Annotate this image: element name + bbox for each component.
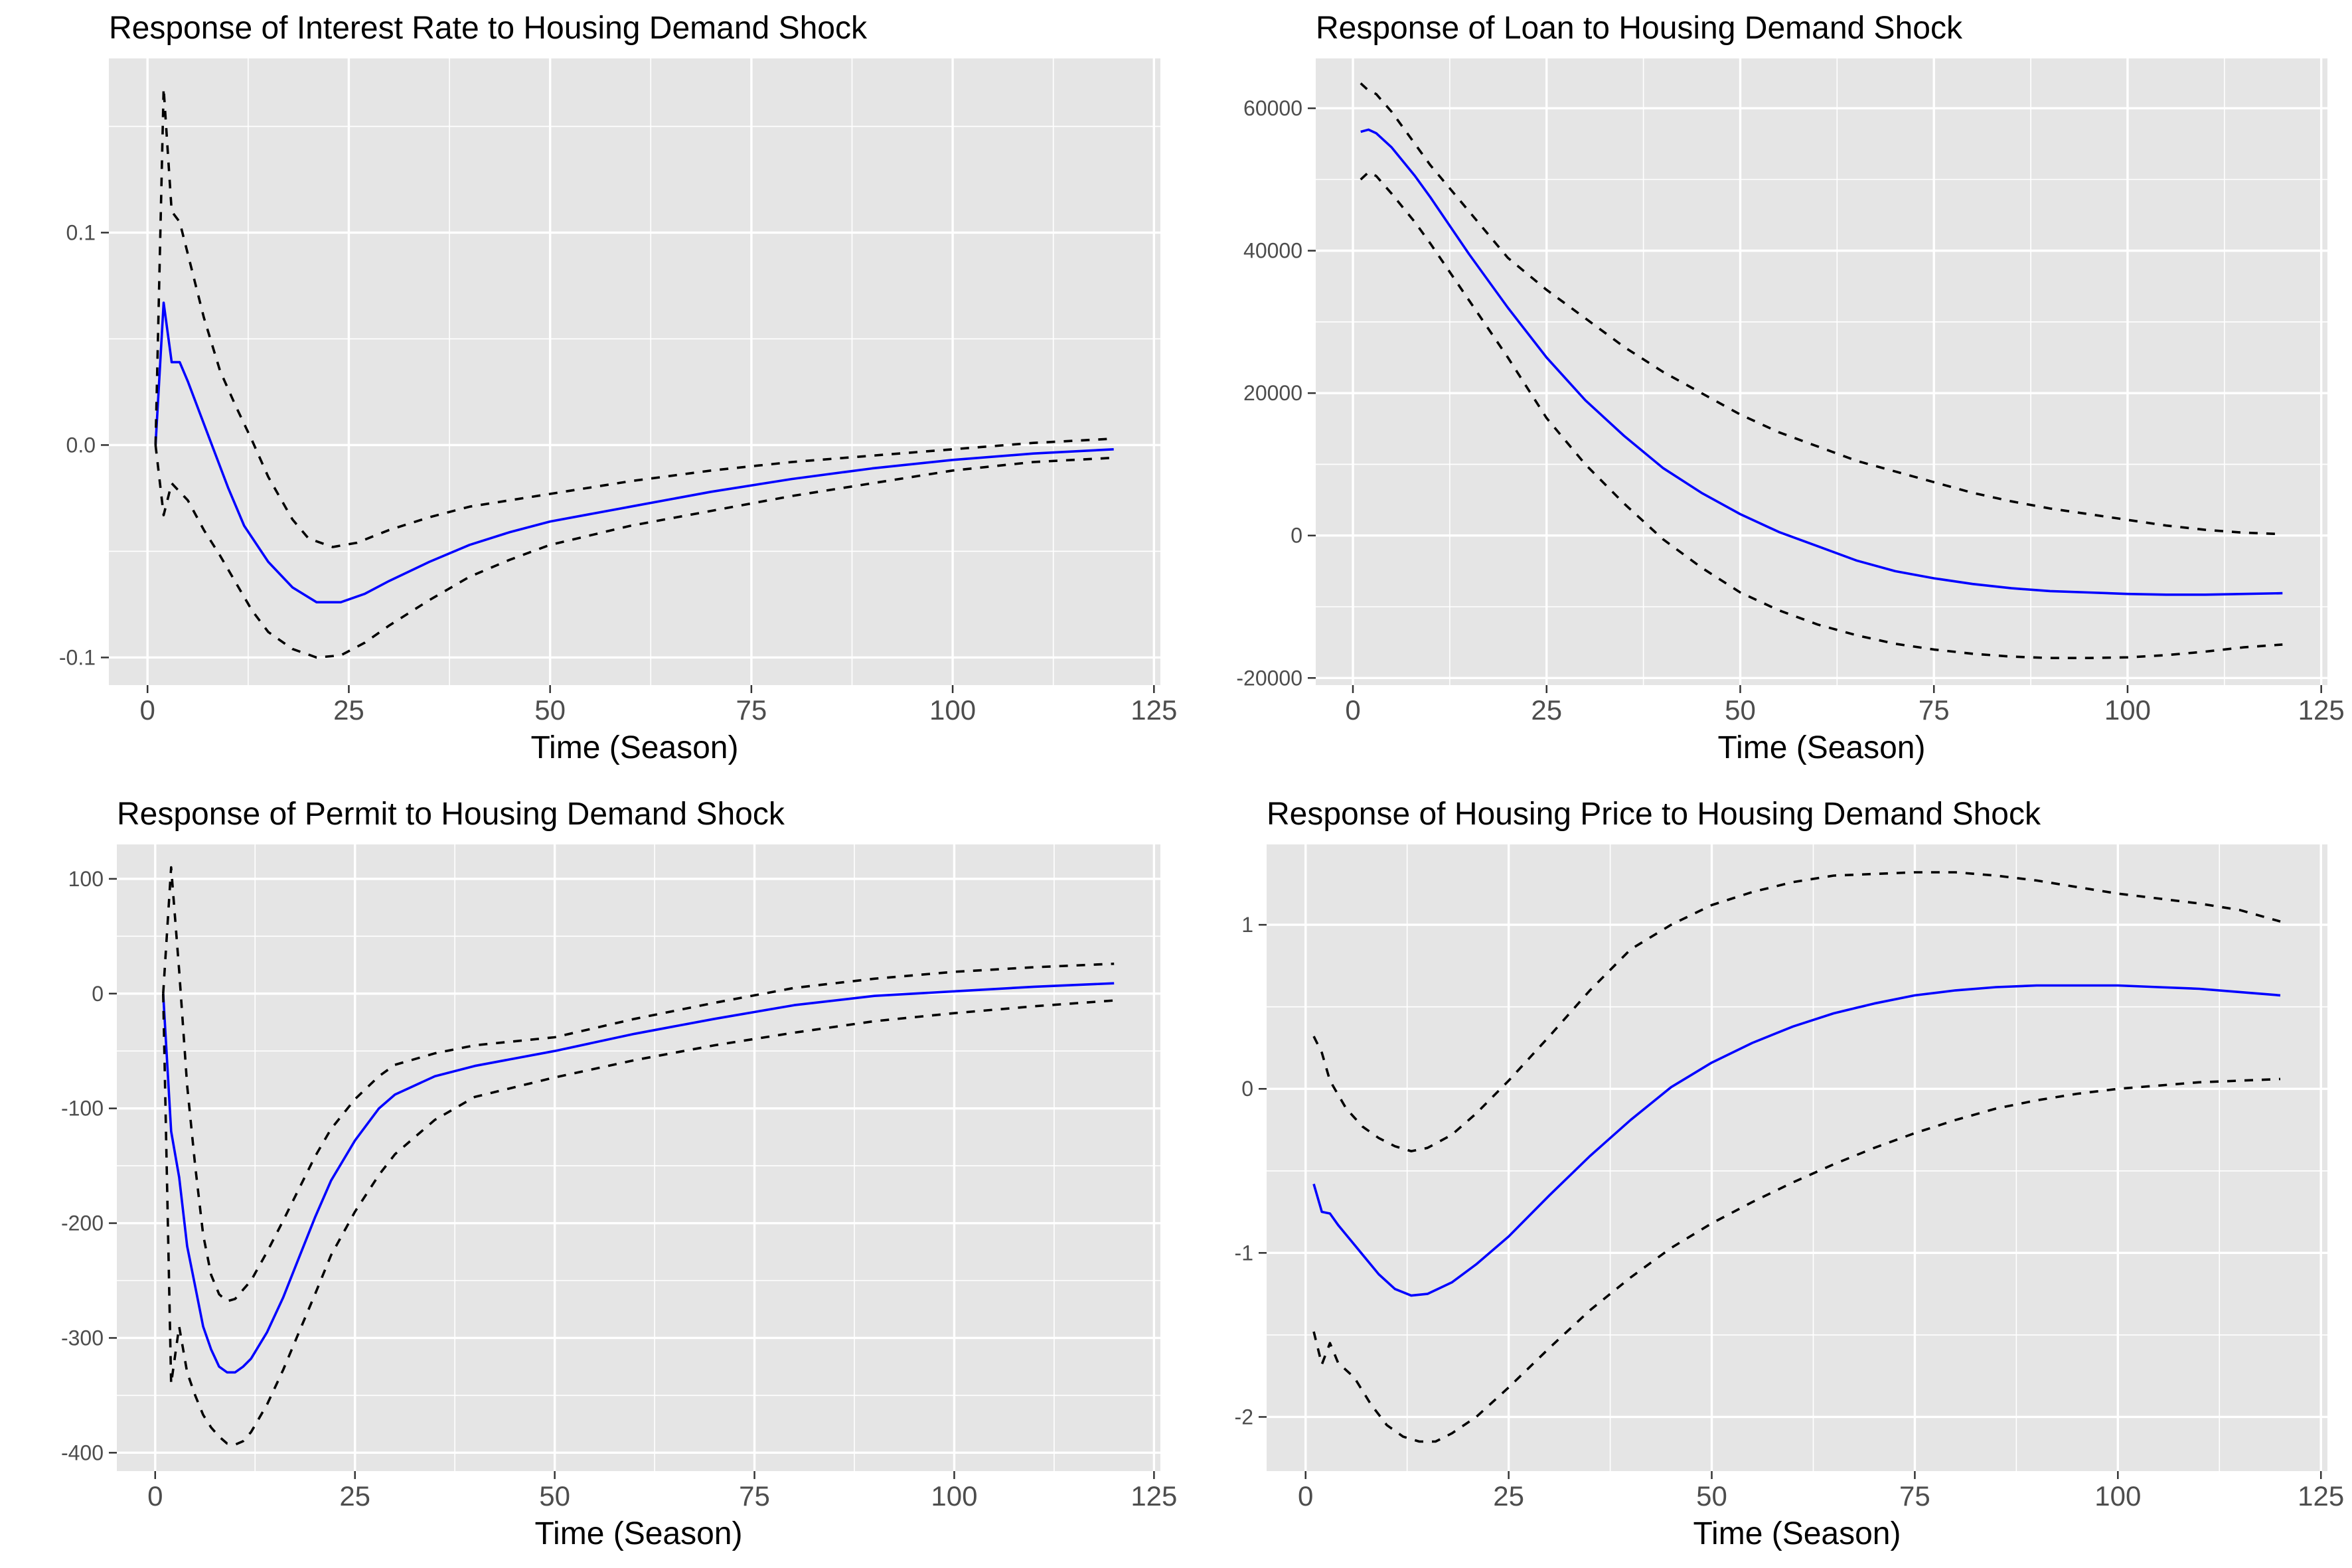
- y-tick-label: 20000: [1243, 381, 1302, 405]
- x-axis-label: Time (Season): [535, 1516, 743, 1551]
- impulse-response-line: [162, 982, 1115, 1374]
- plot-background: [117, 844, 1160, 1471]
- impulse-response-line: [1360, 128, 2283, 596]
- y-tick-label: -200: [61, 1212, 104, 1235]
- impulse-response-line: [154, 301, 1114, 603]
- chart-title: Response of Permit to Housing Demand Sho…: [117, 797, 785, 832]
- x-tick-label: 25: [333, 694, 364, 726]
- y-tick-label: 0.0: [66, 433, 96, 457]
- y-tick-label: 60000: [1243, 96, 1302, 120]
- series-group: [1312, 871, 2281, 1443]
- x-tick-label: 100: [931, 1480, 977, 1512]
- x-tick-label: 125: [1131, 1480, 1177, 1512]
- plot-background: [1316, 58, 2327, 685]
- x-tick-label: 75: [1919, 694, 1950, 726]
- chart-title: Response of Interest Rate to Housing Dem…: [109, 11, 868, 46]
- chart-panel-3: 0 25 50 75 100 125 -400 -300 -200 -100 0 100 Respons…: [61, 797, 1177, 1551]
- x-tick-label: 50: [539, 1480, 570, 1512]
- x-tick-label: 125: [1131, 694, 1177, 726]
- y-tick-label: -300: [61, 1326, 104, 1350]
- x-tick-label: 50: [1696, 1480, 1727, 1512]
- y-tick-label: -400: [61, 1441, 104, 1464]
- y-tick-label: 0: [1241, 1077, 1253, 1101]
- x-axis-label: Time (Season): [1693, 1516, 1901, 1551]
- upper-confidence-band-line: [154, 87, 1114, 548]
- x-tick-label: 25: [1531, 694, 1562, 726]
- upper-confidence-band-line: [162, 866, 1115, 1302]
- impulse-response-line: [1312, 984, 2281, 1297]
- x-tick-label: 125: [2298, 1480, 2344, 1512]
- y-tick-label: 0: [1291, 524, 1302, 548]
- chart-title: Response of Housing Price to Housing Dem…: [1267, 797, 2041, 832]
- series-group: [154, 87, 1114, 659]
- plot-background: [1267, 844, 2327, 1471]
- chart-title: Response of Loan to Housing Demand Shock: [1316, 11, 1963, 46]
- series-group: [162, 866, 1115, 1446]
- y-tick-label: 0: [92, 982, 104, 1006]
- lower-confidence-band-line: [162, 993, 1115, 1446]
- x-tick-label: 50: [1725, 694, 1756, 726]
- x-tick-label: 0: [147, 1480, 163, 1512]
- x-tick-label: 50: [534, 694, 566, 726]
- x-tick-label: 100: [929, 694, 976, 726]
- upper-confidence-band-line: [1312, 871, 2281, 1152]
- x-tick-label: 75: [736, 694, 767, 726]
- x-tick-label: 25: [339, 1480, 370, 1512]
- chart-panel-4: 0 25 50 75 100 125 -2 -1 0 1 Response of Housing P…: [1235, 797, 2345, 1551]
- lower-confidence-band-line: [154, 445, 1114, 659]
- x-tick-label: 25: [1493, 1480, 1524, 1512]
- y-tick-label: -1: [1235, 1241, 1253, 1265]
- x-tick-label: 125: [2298, 694, 2345, 726]
- y-tick-label: -0.1: [59, 645, 96, 669]
- y-tick-label: 1: [1241, 913, 1253, 937]
- x-tick-label: 75: [1899, 1480, 1930, 1512]
- y-tick-label: 100: [68, 867, 104, 891]
- chart-panel-2: 0 25 50 75 100 125 -20000 0 20000 40000 60000 Respo…: [1236, 11, 2344, 765]
- x-axis-label: Time (Season): [1718, 730, 1926, 765]
- chart-panel-1: 0 25 50 75 100 125 -0.1 0.0 0.1 Response of Inter…: [59, 11, 1177, 765]
- y-tick-label: -100: [61, 1097, 104, 1121]
- y-tick-label: -20000: [1236, 666, 1302, 690]
- y-tick-label: 0.1: [66, 220, 96, 244]
- x-axis-label: Time (Season): [531, 730, 739, 765]
- plot-background: [109, 58, 1160, 685]
- y-tick-label: -2: [1235, 1405, 1253, 1429]
- x-tick-label: 0: [140, 694, 155, 726]
- lower-confidence-band-line: [1360, 171, 2283, 659]
- x-tick-label: 100: [2104, 694, 2151, 726]
- lower-confidence-band-line: [1312, 1077, 2281, 1443]
- x-tick-label: 0: [1298, 1480, 1313, 1512]
- x-tick-label: 100: [2094, 1480, 2141, 1512]
- y-tick-label: 40000: [1243, 239, 1302, 263]
- x-tick-label: 75: [739, 1480, 770, 1512]
- series-group: [1360, 82, 2283, 659]
- x-tick-label: 0: [1345, 694, 1360, 726]
